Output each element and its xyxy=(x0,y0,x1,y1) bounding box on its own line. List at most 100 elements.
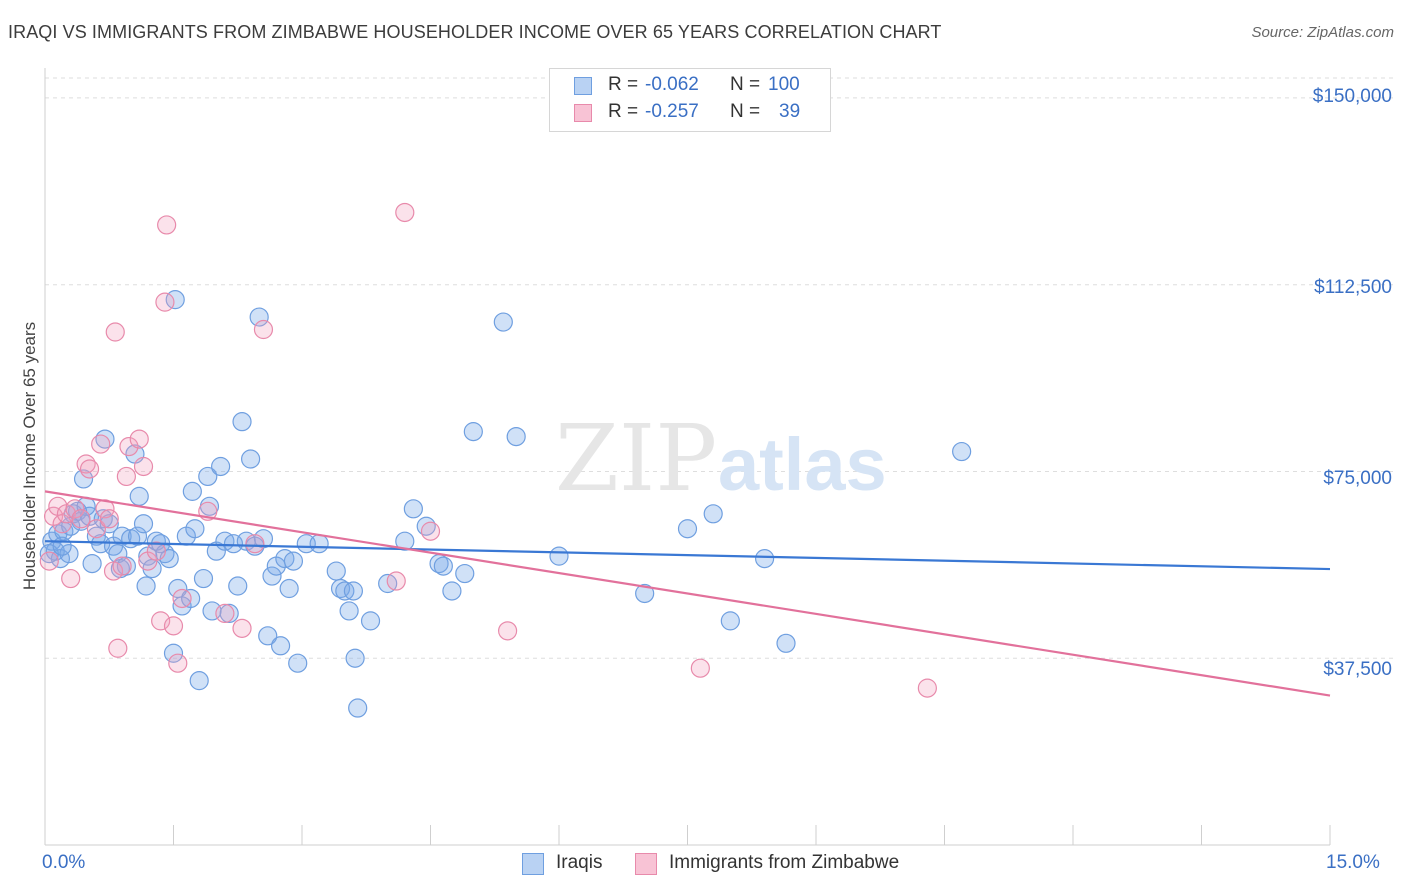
legend-swatch-zimbabwe xyxy=(635,853,657,875)
stats-r-value: -0.257 xyxy=(645,101,699,122)
zimbabwe-trend-line xyxy=(44,490,1331,697)
iraqis-point xyxy=(703,504,723,524)
zimbabwe-point xyxy=(79,459,100,479)
iraqis-point xyxy=(952,441,972,462)
iraqis-point xyxy=(403,499,423,519)
iraqis-point xyxy=(493,312,513,332)
zimbabwe-point xyxy=(253,319,274,340)
zimbabwe-point xyxy=(157,215,177,235)
iraqis-point xyxy=(182,481,202,501)
y-tick-label-37500: $37,500 xyxy=(1323,659,1392,680)
iraqis-point xyxy=(506,426,526,447)
iraqis-point xyxy=(133,514,154,534)
iraqis-point xyxy=(635,583,655,604)
iraqis-point xyxy=(249,307,269,327)
iraqis-point xyxy=(283,551,304,571)
legend-label-iraqis: Iraqis xyxy=(556,852,603,873)
iraqis-point xyxy=(228,576,248,596)
zimbabwe-point xyxy=(395,202,415,223)
source-note: Source: ZipAtlas.com xyxy=(1251,24,1394,41)
iraqis-point xyxy=(433,556,453,576)
zimbabwe-point xyxy=(116,466,136,487)
zimbabwe-point xyxy=(133,456,154,477)
iraqis-point xyxy=(127,526,148,546)
stats-swatch-iraqis xyxy=(574,77,592,95)
zimbabwe-point xyxy=(172,588,192,609)
zimbabwe-point xyxy=(917,678,937,698)
iraqis-point xyxy=(258,626,278,646)
iraqis-point xyxy=(73,469,94,489)
stats-n-label: N = xyxy=(730,101,761,122)
y-tick-label-150000: $150,000 xyxy=(1312,86,1392,107)
iraqis-point xyxy=(348,698,368,718)
zimbabwe-point xyxy=(151,611,171,631)
zimbabwe-point xyxy=(498,621,518,641)
iraqis-point xyxy=(360,611,381,631)
axes xyxy=(44,68,1331,846)
iraqis-point xyxy=(99,514,119,534)
zimbabwe-point xyxy=(146,541,166,561)
iraqis-point xyxy=(241,449,261,469)
iraqis-trend-line xyxy=(44,540,1331,571)
iraqis-point xyxy=(129,486,149,506)
zimbabwe-point xyxy=(61,568,81,589)
zimbabwe-point xyxy=(215,603,235,624)
iraqis-point xyxy=(326,561,346,581)
iraqis-point xyxy=(211,456,231,477)
trend-lines xyxy=(44,490,1331,697)
iraqis-point xyxy=(270,636,291,656)
legend-swatch-iraqis xyxy=(522,853,544,875)
zimbabwe-point xyxy=(129,429,149,449)
iraqis-point xyxy=(262,566,282,586)
iraqis-point xyxy=(136,576,156,596)
iraqis-point xyxy=(442,581,462,601)
iraqis-point xyxy=(343,581,363,601)
zimbabwe-point xyxy=(112,556,132,576)
iraqis-point xyxy=(677,519,698,539)
zimbabwe-point xyxy=(386,571,406,591)
stats-n-label: N = xyxy=(730,74,761,95)
zimbabwe-point xyxy=(108,638,128,658)
grid-lines xyxy=(45,77,1395,659)
zimbabwe-point xyxy=(232,618,252,638)
iraqis-point xyxy=(288,653,308,673)
zimbabwe-point xyxy=(119,436,139,457)
zimbabwe-point xyxy=(155,292,175,312)
iraqis-point xyxy=(395,531,415,551)
zimbabwe-point xyxy=(690,658,710,678)
stats-swatch-zimbabwe xyxy=(574,104,592,122)
iraqis-point xyxy=(193,568,214,589)
zimbabwe-point xyxy=(105,322,125,342)
zimbabwe-point xyxy=(86,519,107,539)
iraqis-point xyxy=(52,536,72,556)
iraqis-point xyxy=(82,554,102,574)
y-tick-label-75000: $75,000 xyxy=(1323,468,1392,489)
y-tick-label-112500: $112,500 xyxy=(1314,277,1392,298)
zimbabwe-point xyxy=(65,499,85,519)
y-axis-label: Householder Income Over 65 years xyxy=(20,321,39,591)
zimbabwe-point xyxy=(39,551,59,571)
chart-title: IRAQI VS IMMIGRANTS FROM ZIMBABWE HOUSEH… xyxy=(8,22,942,42)
iraqis-point xyxy=(219,603,239,624)
iraqis-point xyxy=(309,534,329,554)
watermark-zip: ZIP xyxy=(555,405,717,512)
stats-r-label: R = xyxy=(608,101,639,122)
iraqis-point xyxy=(345,648,365,668)
zimbabwe-point xyxy=(420,521,441,541)
watermark-atlas: atlas xyxy=(718,423,887,506)
zimbabwe-point xyxy=(52,514,72,534)
zimbabwe-point xyxy=(99,509,119,529)
iraqis-point xyxy=(720,611,740,631)
zimbabwe-point xyxy=(245,534,265,554)
iraqis-point xyxy=(116,556,136,576)
legend-label-zimbabwe: Immigrants from Zimbabwe xyxy=(669,852,900,873)
x-tick-label-max: 15.0% xyxy=(1326,852,1380,873)
iraqis-point xyxy=(189,671,209,691)
zimbabwe-point xyxy=(71,509,91,529)
stats-box: R = -0.062 N = 100 R = -0.257 N = 39 xyxy=(549,68,831,132)
iraqis-point xyxy=(339,601,359,621)
series-zimbabwe-points xyxy=(39,202,937,698)
stats-r-value: -0.062 xyxy=(645,74,699,95)
iraqis-point xyxy=(279,578,299,599)
